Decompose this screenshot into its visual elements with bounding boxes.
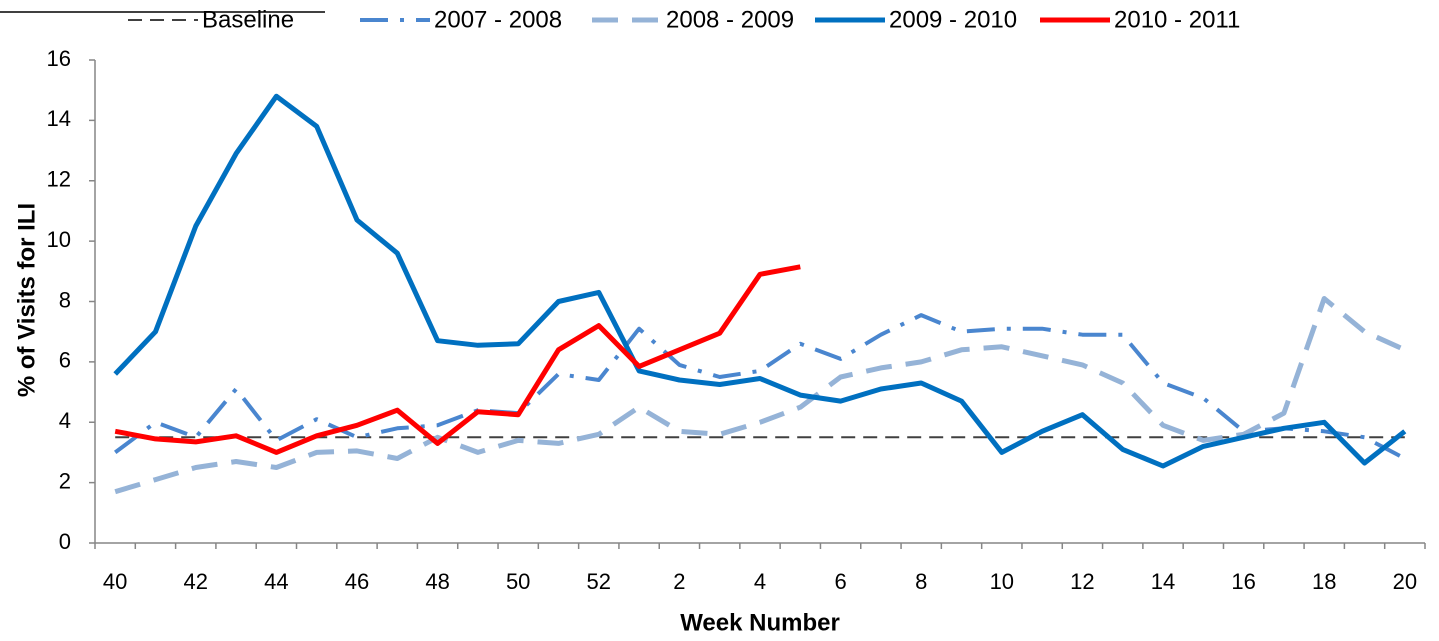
y-tick-label: 4 [59,408,71,433]
x-tick-label: 18 [1312,569,1336,594]
x-tick-label: 12 [1070,569,1094,594]
y-tick-label: 6 [59,348,71,373]
series-line [114,313,1406,461]
series-line [114,296,1406,495]
x-tick-label: 44 [264,569,288,594]
y-tick-label: 2 [59,468,71,493]
x-axis-title: Week Number [680,609,840,636]
legend-label: 2008 - 2009 [666,6,794,33]
x-tick-label: 48 [425,569,449,594]
legend-label: 2010 - 2011 [1114,6,1240,33]
y-tick-label: 12 [47,167,71,192]
legend-label: 2009 - 2010 [889,6,1017,33]
x-tick-label: 42 [184,569,208,594]
x-tick-label: 50 [506,569,530,594]
legend-label: Baseline [202,6,294,33]
x-tick-label: 10 [990,569,1014,594]
y-tick-label: 14 [47,106,71,131]
y-tick-label: 10 [47,227,71,252]
x-tick-label: 46 [345,569,369,594]
x-tick-label: 6 [834,569,846,594]
x-tick-label: 8 [915,569,927,594]
legend-label: 2007 - 2008 [434,6,562,33]
x-tick-label: 4 [754,569,766,594]
x-tick-label: 16 [1231,569,1255,594]
series-line [113,93,1407,469]
x-tick-label: 40 [103,569,127,594]
x-tick-label: 20 [1393,569,1417,594]
y-tick-label: 16 [47,46,71,71]
x-tick-label: 14 [1151,569,1175,594]
y-tick-label: 8 [59,287,71,312]
y-axis-title: % of Visits for ILI [13,203,40,397]
x-tick-label: 52 [587,569,611,594]
y-tick-label: 0 [59,529,71,554]
x-tick-label: 2 [673,569,685,594]
series-line [114,264,801,455]
